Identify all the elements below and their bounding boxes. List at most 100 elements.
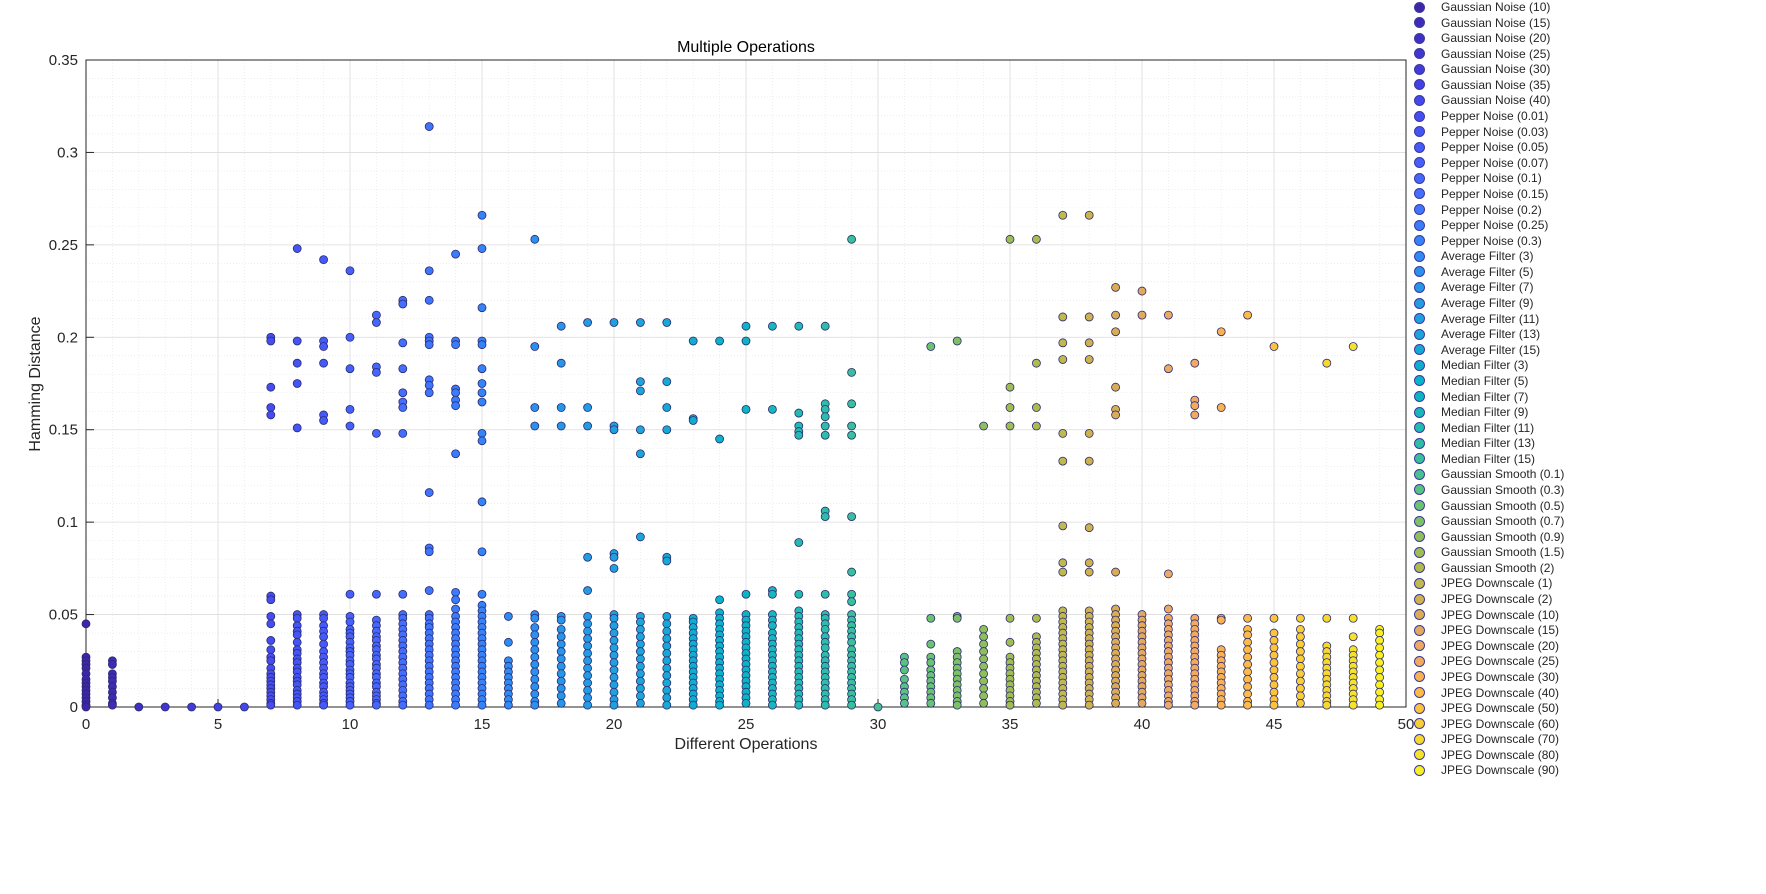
legend-item: Pepper Noise (0.25): [1400, 217, 1548, 233]
data-point: [662, 693, 672, 703]
legend-marker-icon: [1414, 94, 1425, 106]
x-tick-label: 30: [870, 716, 887, 733]
chart-title: Multiple Operations: [677, 39, 815, 56]
data-point: [451, 249, 461, 259]
data-point: [187, 702, 197, 712]
data-point: [1164, 700, 1173, 710]
legend-label: Pepper Noise (0.01): [1441, 109, 1549, 124]
data-point: [530, 421, 540, 431]
data-point: [371, 700, 381, 710]
data-point: [239, 702, 249, 712]
data-point: [503, 637, 513, 647]
data-point: [609, 621, 619, 631]
data-point: [583, 634, 592, 644]
data-point: [609, 425, 619, 435]
data-point: [266, 700, 276, 710]
data-point: [794, 589, 804, 599]
data-point: [1296, 647, 1305, 656]
legend-label: Gaussian Noise (35): [1441, 77, 1551, 92]
legend-item: Gaussian Smooth (0.1): [1400, 466, 1564, 482]
data-point: [1164, 310, 1173, 320]
data-point: [1058, 210, 1068, 220]
data-point: [292, 613, 302, 623]
data-point: [1058, 700, 1068, 710]
data-point: [556, 698, 566, 708]
data-point: [1058, 338, 1068, 348]
data-point: [662, 663, 672, 673]
legend-item: Median Filter (15): [1400, 451, 1535, 467]
data-point: [556, 654, 566, 664]
legend-marker-icon: [1414, 344, 1425, 356]
data-point: [636, 698, 645, 708]
data-point: [213, 702, 223, 712]
data-point: [1243, 613, 1252, 623]
legend-marker-icon: [1414, 250, 1425, 262]
legend-label: JPEG Downscale (30): [1441, 669, 1560, 684]
data-point: [1058, 456, 1068, 466]
y-tick-label: 0.3: [57, 144, 78, 161]
data-point: [1322, 613, 1332, 623]
legend-item: JPEG Downscale (15): [1400, 622, 1559, 638]
data-point: [820, 404, 830, 414]
legend-label: JPEG Downscale (20): [1441, 638, 1560, 653]
data-point: [1190, 358, 1200, 368]
data-point: [1375, 700, 1384, 710]
data-point: [1058, 355, 1068, 364]
legend-item: Pepper Noise (0.03): [1400, 124, 1548, 140]
legend-marker-icon: [1414, 63, 1425, 75]
legend-marker-icon: [1414, 1, 1425, 13]
data-point: [345, 421, 355, 431]
data-point: [319, 700, 329, 710]
data-point: [345, 700, 355, 710]
y-axis-label: Hamming Distance: [27, 316, 44, 451]
legend-label: Average Filter (3): [1441, 249, 1534, 264]
data-point: [1005, 234, 1015, 244]
data-point: [1269, 342, 1279, 351]
data-point: [609, 658, 619, 668]
data-point: [477, 388, 487, 398]
data-point: [1375, 687, 1384, 697]
data-point: [662, 678, 672, 688]
data-point: [292, 358, 302, 368]
data-point: [556, 403, 566, 412]
data-point: [636, 377, 645, 387]
legend-item: JPEG Downscale (90): [1400, 762, 1559, 778]
data-point: [741, 589, 751, 599]
data-point: [398, 589, 408, 599]
data-point: [398, 299, 408, 309]
legend-label: Median Filter (7): [1441, 389, 1529, 404]
legend-item: Average Filter (3): [1400, 248, 1533, 264]
data-point: [926, 639, 936, 649]
data-point: [1296, 639, 1305, 649]
y-axis-ticks: 0 0.05 0.1 0.15 0.2 0.25 0.3 0.35: [49, 52, 94, 716]
legend-marker-icon: [1414, 219, 1425, 231]
data-point: [1243, 645, 1252, 655]
data-point: [583, 612, 592, 621]
legend-marker-icon: [1414, 110, 1425, 122]
data-point: [636, 318, 645, 327]
data-point: [1190, 700, 1200, 710]
legend-label: Average Filter (15): [1441, 342, 1541, 357]
data-point: [1269, 628, 1279, 638]
data-point: [1269, 687, 1279, 697]
data-point: [1348, 700, 1358, 710]
data-point: [345, 589, 355, 599]
data-point: [134, 702, 144, 712]
legend-item: Pepper Noise (0.3): [1400, 233, 1542, 249]
data-point: [715, 700, 724, 710]
data-point: [609, 628, 619, 638]
data-point: [583, 586, 592, 595]
data-point: [1111, 282, 1120, 292]
legend-item: Gaussian Noise (20): [1400, 30, 1550, 46]
data-point: [371, 368, 381, 377]
x-axis-ticks: 0 5 10 15 20 25 30 35 40 45 50: [82, 699, 1414, 733]
data-point: [266, 336, 276, 346]
data-point: [371, 589, 381, 599]
legend-item: Gaussian Noise (40): [1400, 92, 1550, 108]
data-point: [1296, 669, 1305, 679]
legend-marker-icon: [1414, 126, 1425, 138]
data-point: [952, 336, 962, 346]
data-point: [715, 595, 724, 605]
legend-item: Pepper Noise (0.2): [1400, 202, 1542, 218]
data-point: [583, 685, 592, 695]
